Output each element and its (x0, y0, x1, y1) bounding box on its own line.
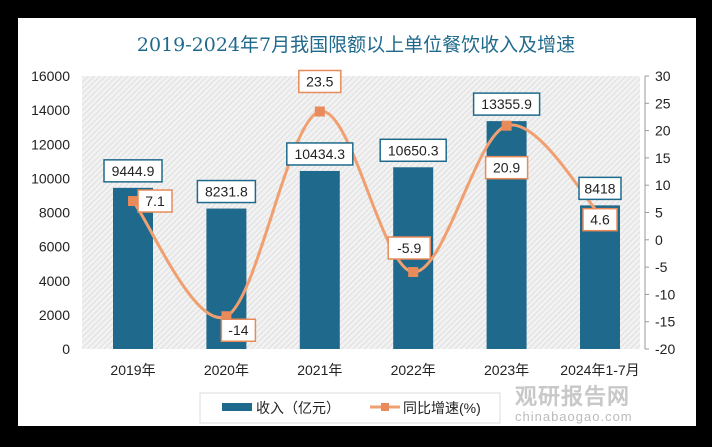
growth-marker (221, 311, 232, 322)
left-tick-label: 14000 (31, 102, 70, 118)
right-tick-label: 5 (655, 205, 663, 221)
watermark-text: 观研报告网 (515, 384, 631, 409)
bar-data-label-box (196, 179, 257, 204)
left-tick-label: 4000 (39, 273, 70, 289)
left-tick-label: 12000 (31, 136, 70, 152)
legend-line-label: 同比增速(%) (403, 400, 481, 416)
bar-data-label-box (103, 159, 163, 183)
line-data-label: 20.9 (493, 160, 520, 176)
growth-marker (128, 196, 138, 207)
right-tick-label: 30 (655, 68, 671, 84)
bar-data-label-box (578, 176, 622, 201)
line-data-label: 23.5 (306, 73, 333, 89)
bar-data-label-box (286, 142, 354, 166)
line-data-label: 4.6 (590, 212, 610, 228)
line-data-label-box (220, 318, 257, 342)
x-tick-label: 2020年 (204, 362, 249, 378)
growth-marker (314, 106, 325, 117)
growth-marker (408, 267, 419, 278)
right-tick-label: -5 (655, 259, 668, 275)
x-tick-label: 2021年 (297, 362, 342, 378)
bar-data-label: 13355.9 (481, 96, 532, 112)
right-tick-label: 15 (655, 150, 671, 166)
line-data-label: -5.9 (397, 240, 421, 256)
left-tick-label: 16000 (31, 68, 70, 84)
right-tick-label: 0 (655, 232, 663, 248)
bar-data-label-box (379, 138, 447, 163)
line-data-label: -14 (228, 322, 248, 338)
right-tick-label: 25 (655, 95, 671, 111)
legend-line-marker (381, 403, 389, 411)
right-tick-label: -10 (655, 286, 675, 302)
x-tick-label: 2023年 (484, 362, 529, 378)
right-tick-label: -15 (655, 314, 675, 330)
right-tick-label: 10 (655, 177, 671, 193)
plot-area (82, 76, 640, 349)
right-tick-label: 20 (655, 123, 671, 139)
left-tick-label: 0 (62, 341, 70, 357)
bar-data-label: 10434.3 (294, 146, 345, 162)
line-data-label-box (582, 207, 618, 232)
bar (113, 187, 153, 349)
chart-title: 2019-2024年7月我国限额以上单位餐饮收入及增速 (136, 34, 576, 56)
left-tick-label: 2000 (39, 307, 70, 323)
left-tick-label: 10000 (31, 170, 70, 186)
line-data-label-box (137, 189, 173, 213)
bar-data-label: 8418 (584, 180, 615, 196)
line-data-label-box (298, 69, 342, 94)
line-data-label-box (387, 236, 431, 260)
watermark-url: chinabaogao.com (515, 409, 633, 424)
growth-marker (501, 120, 512, 131)
legend-bar-label: 收入（亿元） (256, 400, 340, 416)
left-tick-label: 8000 (39, 205, 70, 221)
x-tick-label: 2019年 (110, 362, 155, 378)
x-tick-label: 2024年1-7月 (560, 362, 639, 378)
bar-data-label: 9444.9 (112, 163, 155, 179)
x-tick-label: 2022年 (391, 362, 436, 378)
bar-data-label: 10650.3 (388, 142, 439, 158)
bar-data-label-box (472, 92, 541, 116)
legend-bar-swatch (222, 403, 252, 411)
bar-data-label: 8231.8 (205, 184, 248, 200)
bar (299, 170, 340, 349)
line-data-label-box (484, 155, 529, 180)
bar (486, 121, 527, 349)
left-tick-label: 6000 (39, 239, 70, 255)
watermark: 观研报告网 chinabaogao.com (515, 384, 633, 424)
line-data-label: 7.1 (145, 193, 165, 209)
right-tick-label: -20 (655, 341, 675, 357)
